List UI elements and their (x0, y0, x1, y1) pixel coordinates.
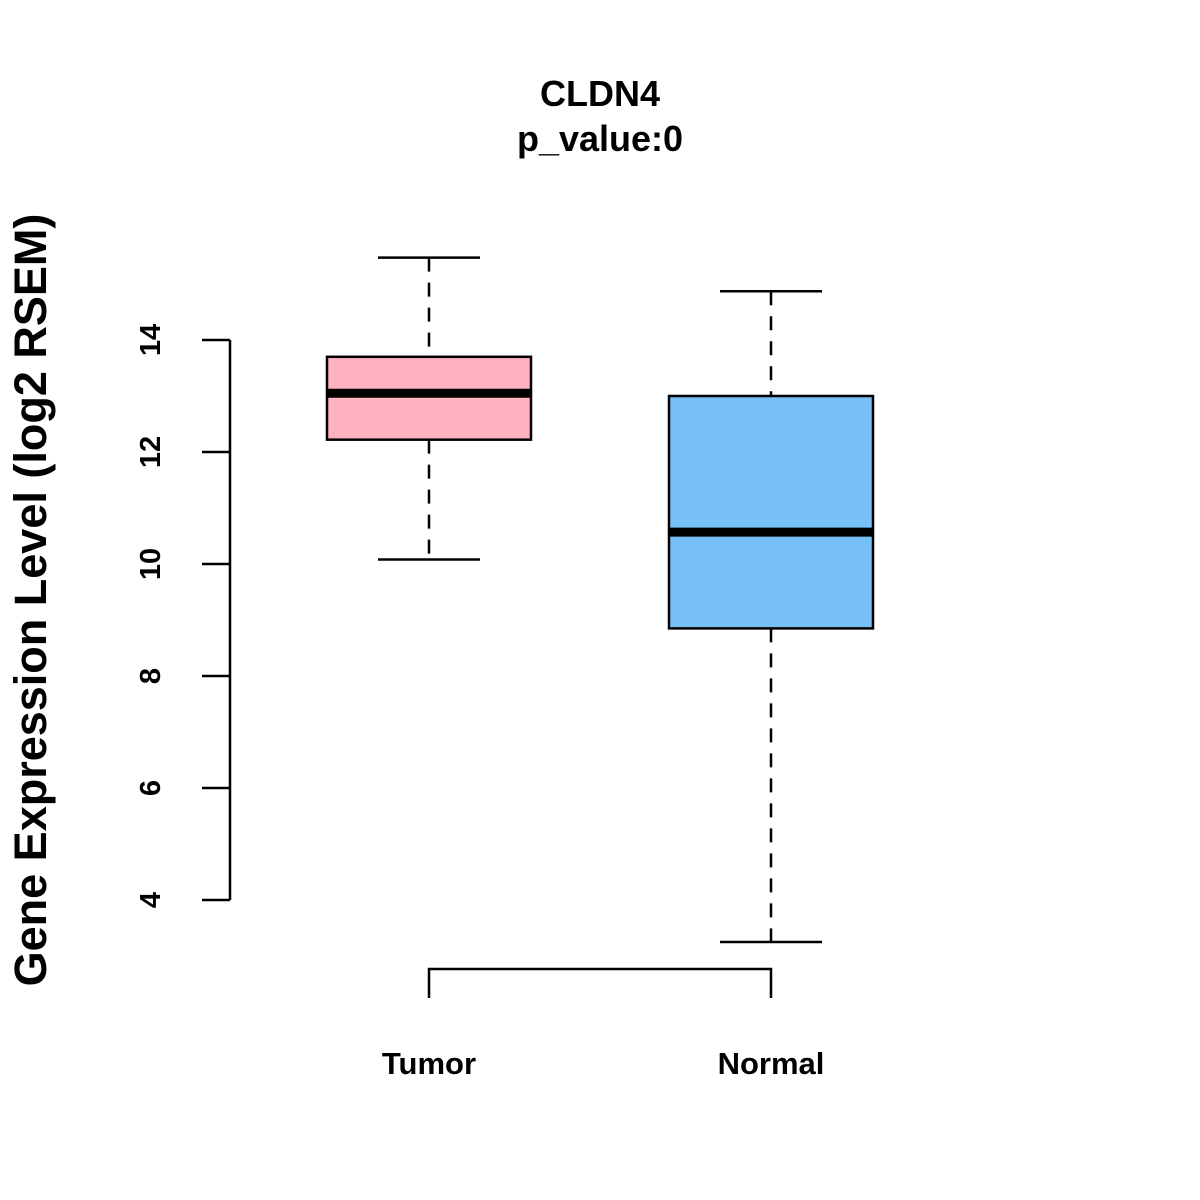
y-tick-label: 4 (135, 892, 167, 908)
y-tick-label: 10 (135, 548, 167, 580)
y-axis-label: Gene Expression Level (log2 RSEM) (5, 214, 56, 987)
y-axis: 4 6 8 10 12 14 (135, 324, 232, 908)
y-tick-label: 14 (135, 324, 167, 356)
category-label-normal: Normal (718, 1046, 825, 1081)
chart-title: CLDN4 (540, 73, 660, 114)
box-tumor (325, 256, 533, 561)
chart-subtitle: p_value:0 (517, 118, 683, 159)
x-axis-category-labels: Tumor Normal (382, 1046, 824, 1081)
bracket-line (427, 967, 773, 998)
y-tick-label: 6 (135, 780, 167, 796)
box-series (325, 256, 875, 944)
box-normal (667, 290, 875, 944)
interquartile-box (667, 394, 875, 630)
y-tick-label: 8 (135, 668, 167, 684)
y-tick-label: 12 (135, 436, 167, 468)
interquartile-box (325, 355, 533, 441)
comparison-bracket (427, 967, 773, 998)
category-label-tumor: Tumor (382, 1046, 476, 1081)
